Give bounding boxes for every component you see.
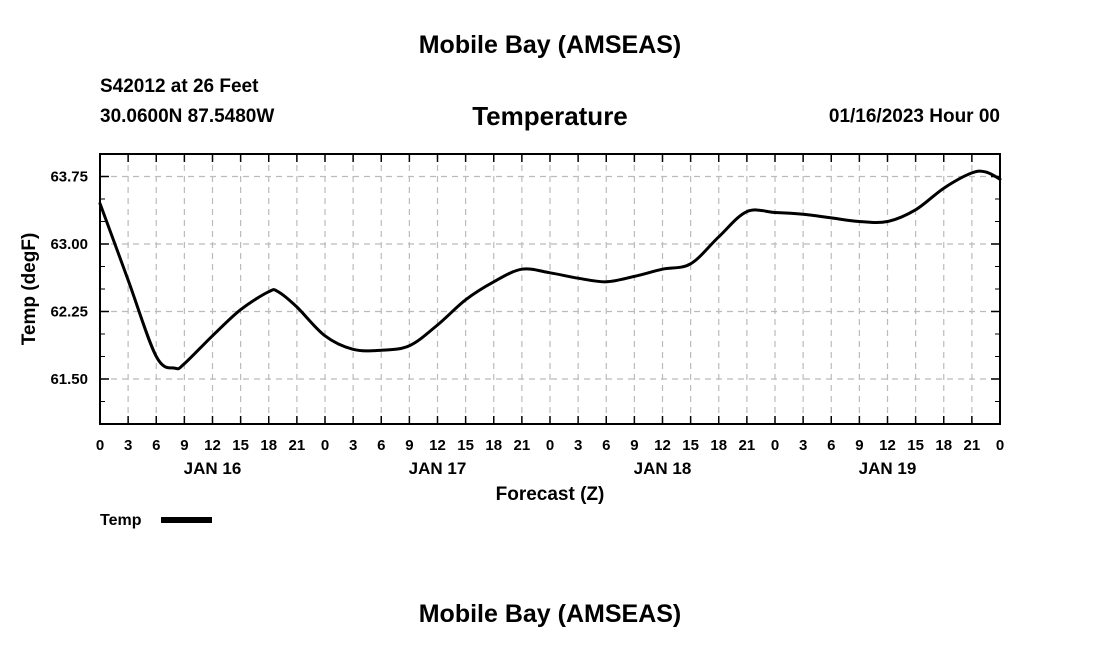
- axis-ticks: [99, 154, 1001, 424]
- legend-label: Temp: [100, 512, 142, 529]
- x-tick-label: 12: [204, 437, 221, 454]
- series-line-temp: [98, 169, 1002, 371]
- station-label: S42012 at 26 Feet: [100, 76, 259, 97]
- x-tick-label: 12: [654, 437, 671, 454]
- x-tick-label: 3: [799, 437, 807, 454]
- chart-title: Temperature: [472, 101, 628, 131]
- forecast-datetime: 01/16/2023 Hour 00: [828, 106, 1000, 127]
- footer-title: Mobile Bay (AMSEAS): [418, 600, 682, 628]
- day-label: JAN 18: [634, 459, 692, 478]
- y-tick-label: 63.75: [50, 169, 88, 186]
- x-tick-label: 18: [935, 437, 952, 454]
- x-tick-label: 18: [710, 437, 727, 454]
- x-tick-label: 6: [602, 437, 610, 454]
- day-label: JAN 17: [409, 459, 467, 478]
- day-label: JAN 19: [859, 459, 917, 478]
- x-tick-label: 6: [377, 437, 385, 454]
- x-tick-label: 18: [260, 437, 277, 454]
- x-tick-label: 15: [907, 437, 924, 454]
- x-tick-label: 9: [405, 437, 413, 454]
- x-tick-label: 0: [996, 437, 1004, 454]
- y-axis-title: Temp (degF): [19, 233, 40, 346]
- x-tick-label: 18: [485, 437, 502, 454]
- x-tick-label: 3: [124, 437, 132, 454]
- x-tick-label: 15: [682, 437, 699, 454]
- x-tick-label: 0: [546, 437, 554, 454]
- day-label: JAN 16: [184, 459, 242, 478]
- x-tick-label: 21: [289, 437, 306, 454]
- x-tick-label: 9: [855, 437, 863, 454]
- x-tick-label: 15: [232, 437, 249, 454]
- x-tick-label: 12: [879, 437, 896, 454]
- y-tick-label: 63.00: [50, 236, 88, 253]
- axis-labels: 0 3 6 9 12 15 18 21 0 3 6 9 12 15 18 21 0 3 6 9 12 15 18 21 0 3 6 9…: [50, 169, 1004, 479]
- x-tick-label: 0: [771, 437, 779, 454]
- x-tick-label: 21: [964, 437, 981, 454]
- x-tick-label: 21: [514, 437, 531, 454]
- x-tick-label: 3: [574, 437, 582, 454]
- y-tick-label: 62.25: [50, 304, 88, 321]
- coordinates-label: 30.0600N 87.5480W: [100, 106, 275, 127]
- x-tick-label: 9: [630, 437, 638, 454]
- y-tick-label: 61.50: [50, 371, 88, 388]
- x-tick-label: 6: [827, 437, 835, 454]
- x-tick-label: 12: [429, 437, 446, 454]
- x-tick-label: 0: [321, 437, 329, 454]
- x-axis-title: Forecast (Z): [496, 484, 605, 505]
- grid: [100, 154, 1000, 424]
- main-title: Mobile Bay (AMSEAS): [418, 31, 682, 59]
- x-tick-label: 21: [739, 437, 756, 454]
- x-tick-label: 3: [349, 437, 357, 454]
- x-tick-label: 15: [457, 437, 474, 454]
- x-tick-label: 9: [180, 437, 188, 454]
- x-tick-label: 0: [96, 437, 104, 454]
- x-tick-label: 6: [152, 437, 160, 454]
